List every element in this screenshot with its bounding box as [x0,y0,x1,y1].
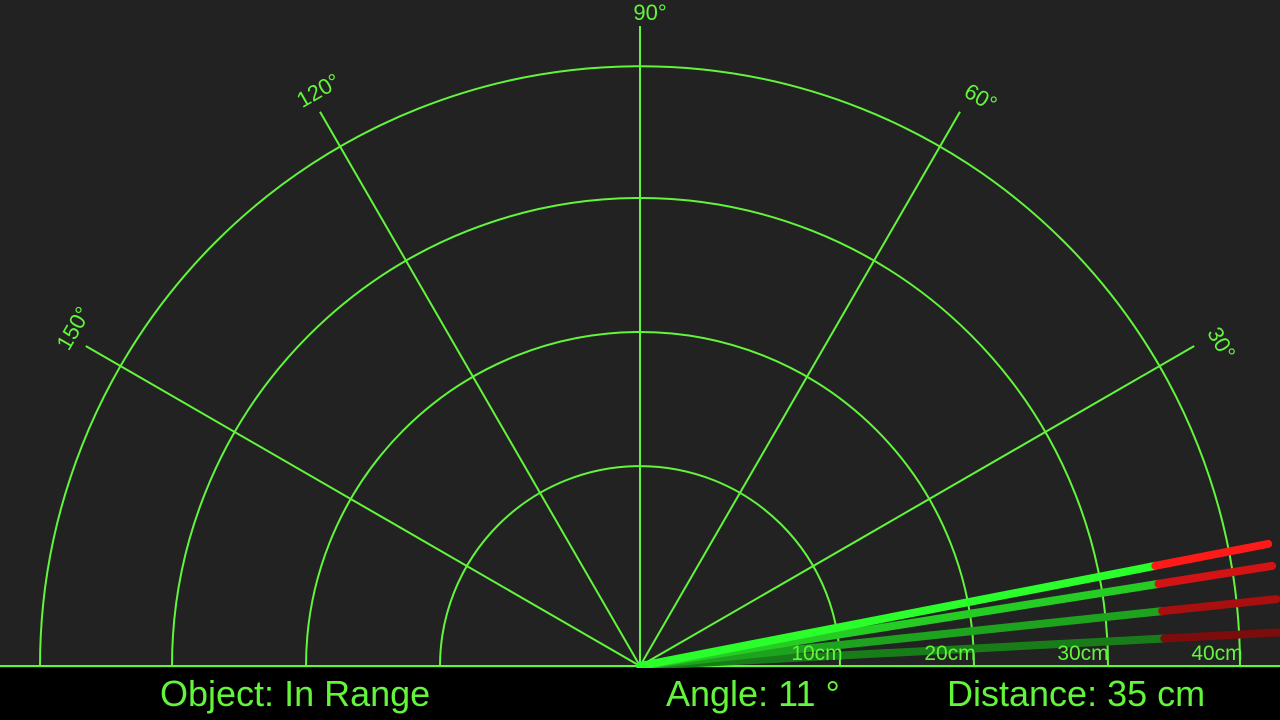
angle-line-120 [319,111,641,667]
sweep-line-current [636,561,1160,670]
angle-line-150 [85,345,641,667]
distance-value: 35 [1107,673,1148,714]
object-label: Object: [160,673,275,714]
status-bar: Object: In Range Angle: 11 ° Distance: 3… [0,668,1280,720]
distance-label: Distance: [947,673,1098,714]
object-marker-trail-2 [1158,595,1280,616]
distance-unit: cm [1157,673,1206,714]
sweep-line-trail-3 [636,634,1169,670]
angle-value: 11 [778,673,816,714]
sweep-trail [636,539,1280,670]
distance-label-20cm: 20cm [924,642,975,665]
object-marker-current [1151,539,1273,570]
object-marker-trail-3 [1160,628,1280,643]
object-value: In Range [284,673,431,714]
distance-label-40cm: 40cm [1191,642,1242,665]
status-object: Object: In Range [160,668,430,720]
sweep-line-trail-2 [636,607,1167,670]
angle-unit: ° [825,673,840,714]
status-distance: Distance: 35 cm [947,668,1205,720]
angle-line-30 [639,345,1195,667]
radar-grid [0,26,1280,667]
distance-label-30cm: 30cm [1057,642,1108,665]
angle-line-60 [639,111,961,667]
object-marker-trail-1 [1154,561,1277,588]
status-angle: Angle: 11 ° [666,668,840,720]
angle-label: Angle: [666,673,769,714]
distance-label-10cm: 10cm [791,642,842,665]
angle-label-90: 90° [633,0,666,25]
